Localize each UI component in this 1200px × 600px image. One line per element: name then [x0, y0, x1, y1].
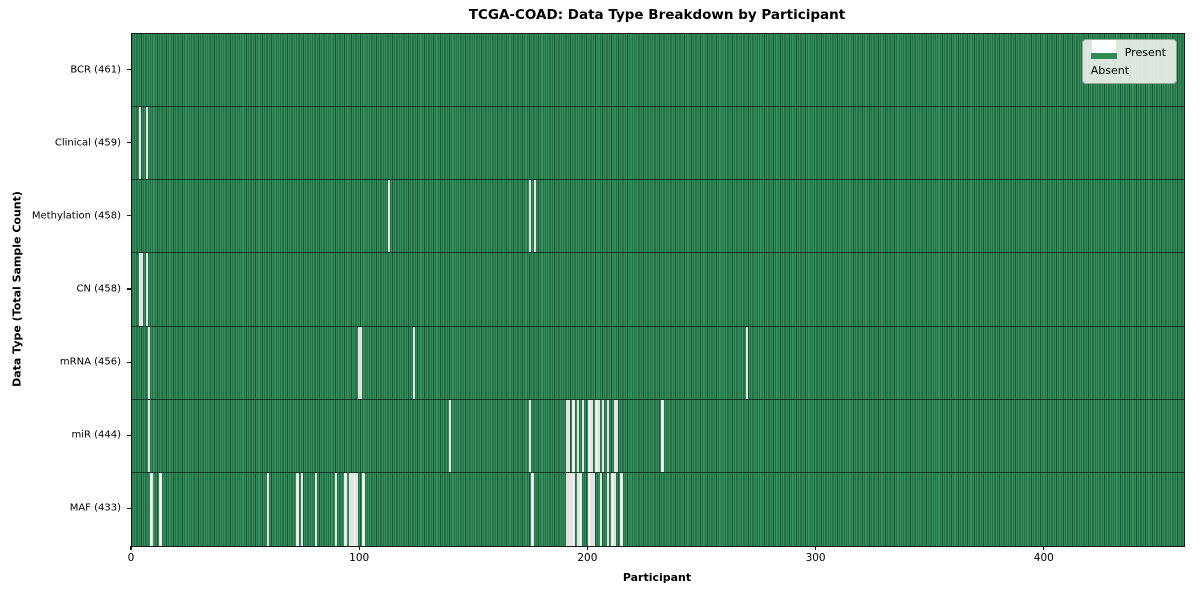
- y-tick-label-cn: CN (458): [76, 283, 121, 295]
- absent-cell: [602, 399, 605, 472]
- absent-cell: [565, 399, 568, 472]
- absent-cell: [606, 472, 609, 546]
- absent-cell: [348, 472, 352, 546]
- absent-cell: [353, 472, 356, 546]
- x-tick-mark: [358, 546, 360, 550]
- absent-cell: [533, 180, 536, 253]
- absent-cell: [314, 472, 317, 546]
- absent-cell: [599, 472, 603, 546]
- absent-cell: [141, 253, 144, 326]
- absent-cell: [592, 472, 596, 546]
- absent-cell: [147, 399, 151, 472]
- absent-cell: [576, 472, 580, 546]
- absent-cell: [567, 472, 571, 546]
- absent-cell: [590, 399, 593, 472]
- absent-cell: [611, 472, 614, 546]
- absent-cell: [613, 399, 616, 472]
- absent-cell: [145, 107, 148, 180]
- absent-cell: [355, 472, 358, 546]
- heatmap-row-bcr: [132, 34, 1184, 108]
- absent-cell: [597, 399, 600, 472]
- absent-cell: [300, 472, 304, 546]
- absent-cell: [661, 399, 664, 472]
- x-tick-label-100: 100: [349, 552, 370, 564]
- plot-area: [131, 33, 1185, 547]
- y-tick-mark: [127, 215, 131, 217]
- x-tick-label-300: 300: [805, 552, 826, 564]
- absent-cell: [138, 107, 142, 180]
- absent-cell: [576, 399, 580, 472]
- x-tick-mark: [130, 546, 132, 550]
- heatmap-row-cn: [132, 253, 1184, 327]
- y-tick-mark: [127, 434, 131, 436]
- x-tick-mark: [814, 546, 817, 550]
- x-axis-label: Participant: [622, 571, 692, 584]
- absent-cell: [579, 472, 582, 546]
- x-tick-mark: [1043, 546, 1045, 550]
- y-tick-label-clinical: Clinical (459): [54, 137, 121, 149]
- absent-cell: [150, 472, 153, 546]
- y-tick-label-methylation: Methylation (458): [31, 210, 121, 222]
- absent-cell: [266, 472, 269, 546]
- y-tick-mark: [127, 361, 131, 363]
- absent-cell: [588, 399, 591, 472]
- absent-cell: [296, 472, 299, 546]
- absent-cell: [572, 399, 575, 472]
- y-tick-mark: [127, 142, 131, 144]
- y-tick-label-mrna: mRNA (456): [59, 356, 121, 368]
- absent-cell: [412, 326, 415, 399]
- y-axis-label: Data Type (Total Sample Count): [10, 191, 24, 387]
- legend-label-present: Present: [1124, 46, 1166, 59]
- absent-cell: [570, 472, 573, 546]
- absent-cell: [335, 472, 338, 546]
- heatmap-row-mir: [132, 399, 1184, 473]
- absent-cell: [595, 399, 598, 472]
- heatmap-row-methylation: [132, 180, 1184, 254]
- x-tick-label-400: 400: [1033, 552, 1054, 564]
- y-tick-mark: [127, 68, 131, 71]
- absent-cell: [567, 399, 571, 472]
- absent-cell: [147, 326, 151, 399]
- x-tick-label-0: 0: [127, 552, 135, 564]
- heatmap-row-clinical: [132, 107, 1184, 181]
- x-tick-label-200: 200: [577, 552, 598, 564]
- y-tick-mark: [127, 507, 131, 510]
- absent-cell: [531, 472, 534, 546]
- absent-cell: [344, 472, 347, 546]
- heatmap-row-maf: [132, 472, 1184, 546]
- y-tick-label-maf: MAF (433): [69, 502, 121, 514]
- absent-cell: [613, 472, 616, 546]
- y-tick-mark: [127, 288, 131, 290]
- absent-cell: [449, 399, 452, 472]
- absent-cell: [138, 253, 142, 326]
- heatmap-row-mrna: [132, 326, 1184, 400]
- absent-cell: [581, 399, 584, 472]
- absent-cell: [606, 399, 609, 472]
- absent-cell: [529, 399, 532, 472]
- absent-cell: [572, 472, 575, 546]
- x-tick-mark: [586, 546, 588, 550]
- absent-cell: [360, 326, 363, 399]
- absent-cell: [615, 399, 619, 472]
- y-tick-label-bcr: BCR (461): [70, 64, 121, 76]
- absent-cell: [351, 472, 354, 546]
- absent-cell: [565, 472, 568, 546]
- absent-cell: [387, 180, 390, 253]
- absent-cell: [588, 472, 591, 546]
- legend-item-absent: Absent: [1090, 40, 1166, 77]
- absent-swatch-icon: [1090, 40, 1117, 53]
- absent-cell: [145, 253, 148, 326]
- chart-title: TCGA-COAD: Data Type Breakdown by Partic…: [468, 7, 846, 23]
- absent-cell: [620, 472, 623, 546]
- absent-cell: [590, 472, 593, 546]
- absent-cell: [745, 326, 749, 399]
- legend-label-absent: Absent: [1090, 64, 1130, 77]
- absent-cell: [362, 472, 365, 546]
- legend: Present Absent: [1081, 39, 1177, 84]
- absent-cell: [529, 180, 532, 253]
- absent-cell: [159, 472, 162, 546]
- absent-cell: [357, 326, 361, 399]
- y-tick-label-mir: miR (444): [71, 429, 121, 441]
